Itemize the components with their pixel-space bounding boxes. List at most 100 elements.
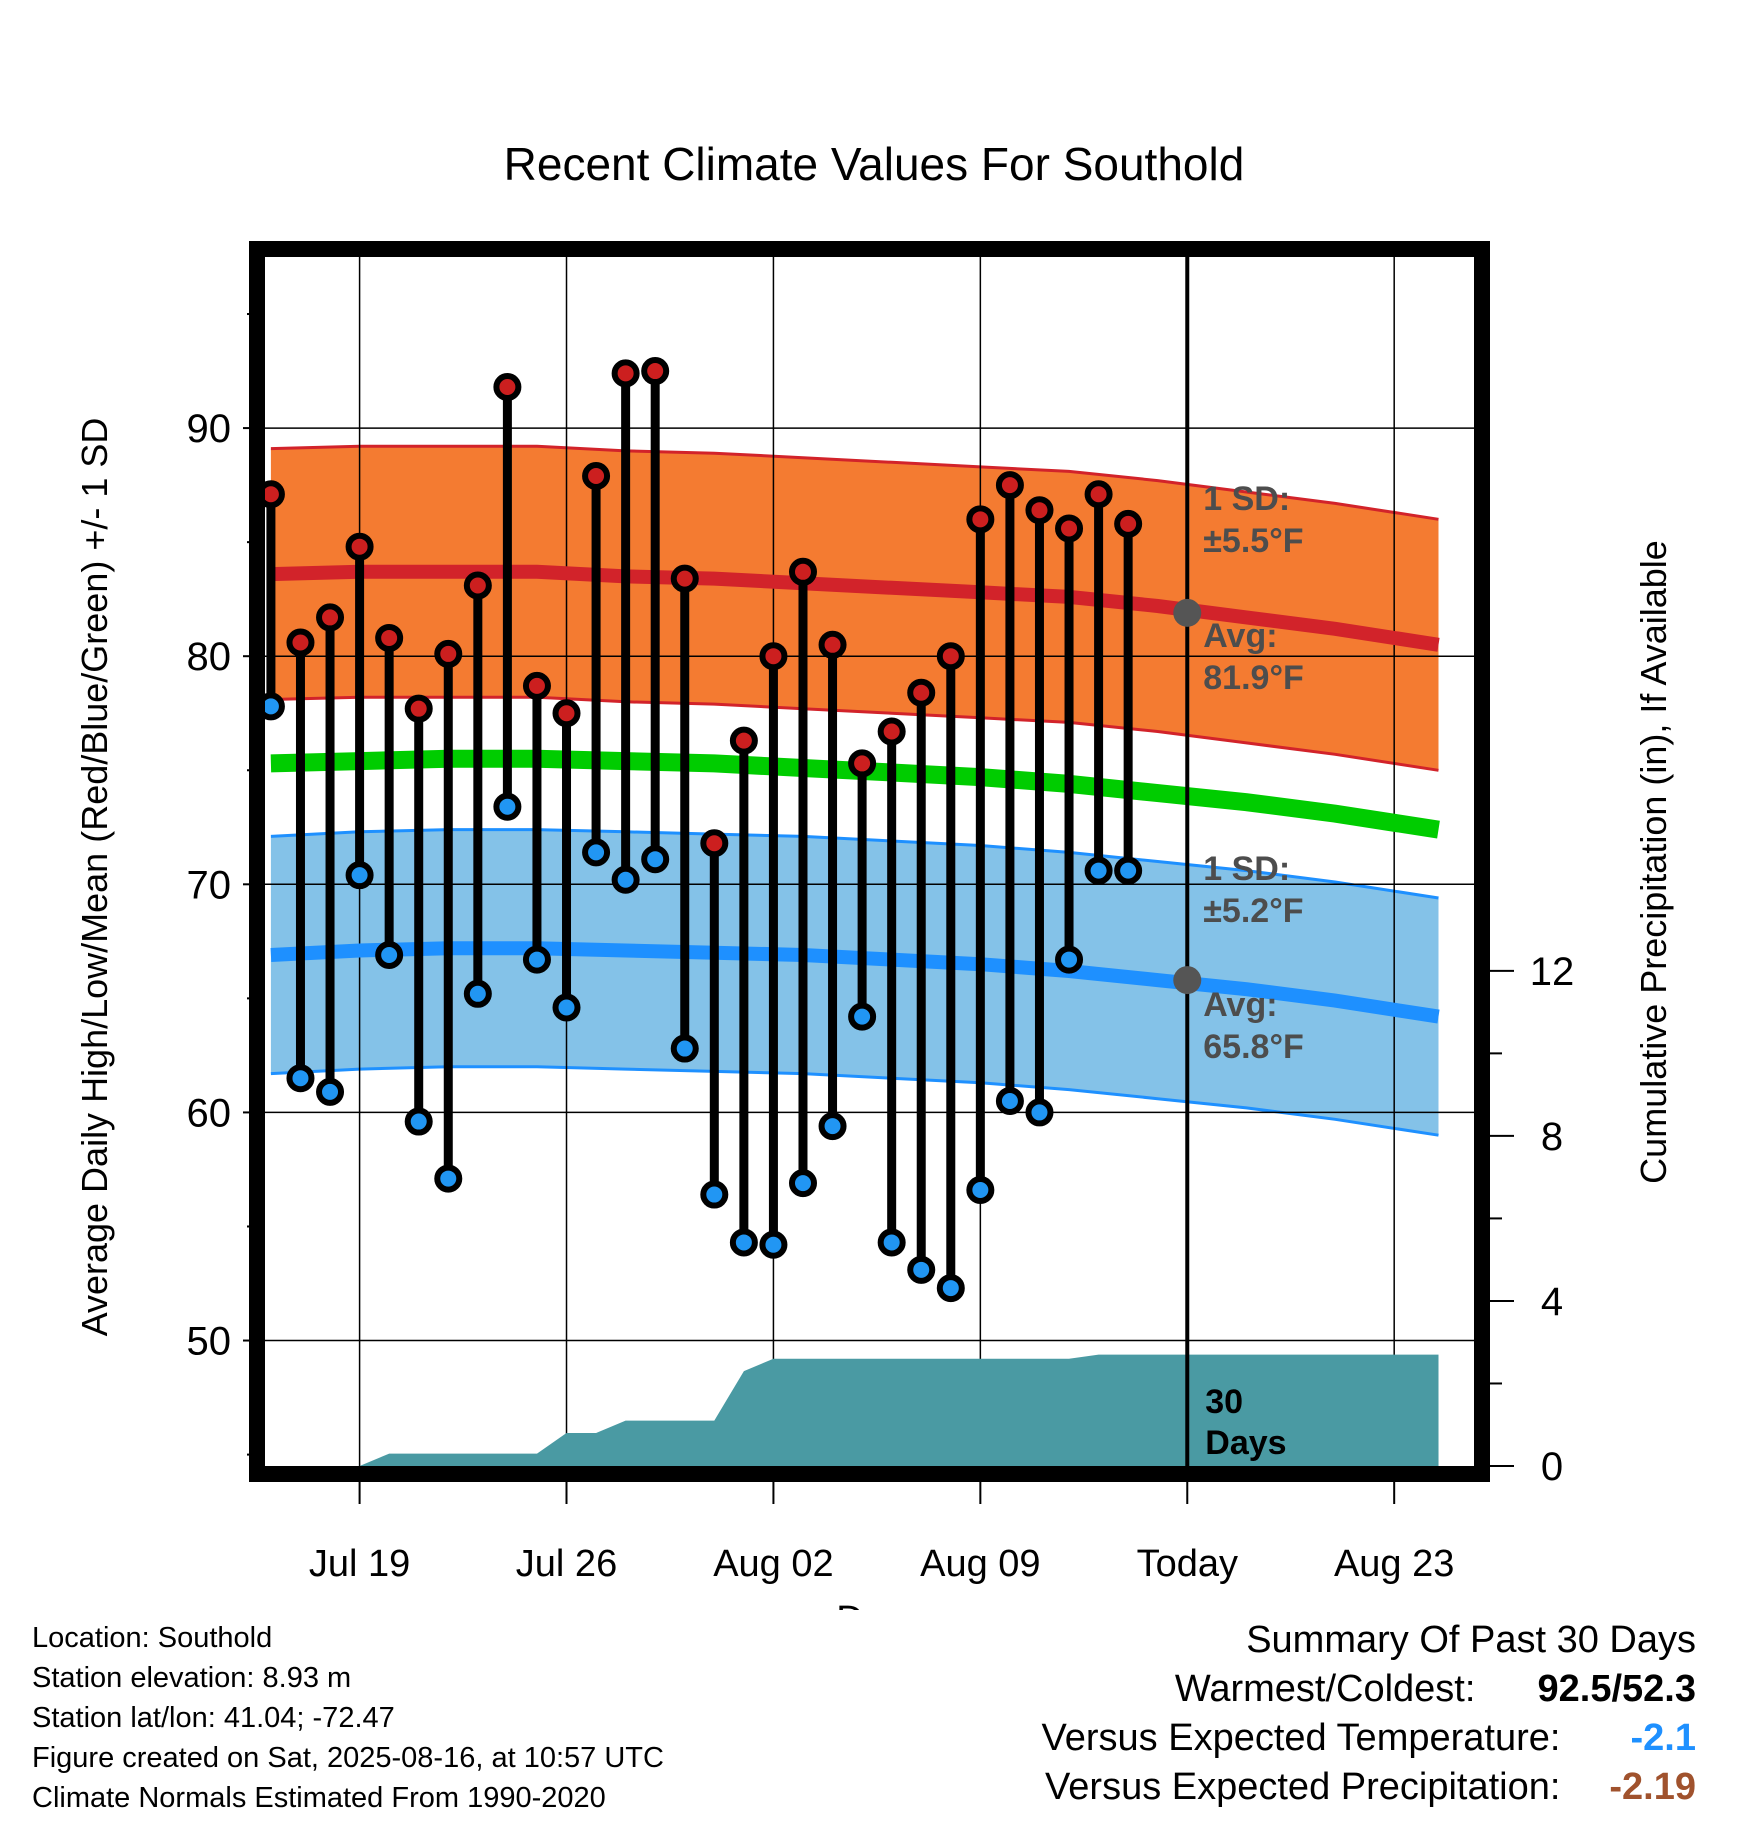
obs-high-point-12: [611, 359, 640, 388]
obs-low-point-23: [936, 1274, 965, 1303]
obs-low-point-2: [316, 1077, 345, 1106]
normal-mean-line: [270, 749, 1440, 839]
obs-high-point-30: [1147, 0, 1169, 11]
obs-high-point-29: [1114, 509, 1143, 538]
precip-label-line1: 30: [1205, 1383, 1243, 1421]
y-tick-label-2: 70: [187, 863, 232, 907]
high-avg-label-line1: Avg:: [1203, 617, 1277, 655]
x-tick-label-0: Jul 19: [309, 1543, 410, 1585]
obs-low-point-18: [788, 1169, 817, 1198]
x-tick-label-2: Aug 02: [713, 1543, 833, 1585]
obs-low-point-15: [700, 1180, 729, 1209]
obs-low-point-20: [848, 1002, 877, 1031]
obs-high-point-10: [552, 699, 581, 728]
obs-low-point-25: [995, 1087, 1024, 1116]
precip-value: -2.19: [1609, 1766, 1696, 1808]
obs-high-point-5: [404, 694, 433, 723]
x-axis-title: Day: [836, 1599, 904, 1610]
normals-text: Climate Normals Estimated From 1990-2020: [32, 1782, 606, 1814]
obs-high-point-11: [582, 461, 611, 490]
obs-low-point-8: [493, 792, 522, 821]
obs-high-point-3: [345, 532, 374, 561]
warmest-label: Warmest/Coldest:: [1174, 1668, 1476, 1710]
obs-high-point-28: [1084, 480, 1113, 509]
obs-high-point-24: [966, 505, 995, 534]
obs-low-point-27: [1055, 945, 1084, 974]
obs-low-point-10: [552, 993, 581, 1022]
obs-low-point-12: [611, 865, 640, 894]
x-tick-label-3: Aug 09: [920, 1543, 1040, 1585]
plot-frame: [249, 241, 1490, 1482]
obs-high-point-26: [1025, 496, 1054, 525]
low-sd-label-line2: ±5.2°F: [1203, 892, 1303, 930]
obs-low-point-28: [1084, 856, 1113, 885]
obs-low-point-4: [375, 941, 404, 970]
x-tick-label-1: Jul 26: [516, 1543, 617, 1585]
summary-precip-row: Versus Expected Precipitation: -2.19: [1042, 1763, 1696, 1812]
obs-low-point-3: [345, 861, 374, 890]
obs-high-point-15: [700, 829, 729, 858]
low-avg-label-line1: Avg:: [1203, 986, 1277, 1024]
y-tick-label-4: 90: [187, 407, 232, 451]
climate-chart: Recent Climate Values For Southold 1 SD:…: [74, 0, 1674, 1610]
high-sd-label-line2: ±5.5°F: [1203, 522, 1303, 560]
y2-tick-label-0: 0: [1541, 1445, 1563, 1489]
obs-high-point-8: [493, 373, 522, 402]
y2-tick-label-3: 12: [1530, 950, 1575, 994]
obs-low-point-14: [670, 1034, 699, 1063]
y-tick-label-1: 60: [187, 1091, 232, 1135]
low-band-lower-edge: [270, 1065, 1439, 1137]
elevation-text: Station elevation: 8.93 m: [32, 1662, 352, 1694]
normal-high-line: [270, 564, 1440, 652]
temp-value: -2.1: [1630, 1717, 1696, 1759]
obs-low-point-9: [522, 945, 551, 974]
obs-low-point-11: [582, 838, 611, 867]
obs-low-point-5: [404, 1107, 433, 1136]
obs-high-point-4: [375, 623, 404, 652]
obs-high-point-13: [641, 357, 670, 386]
obs-high-point-14: [670, 564, 699, 593]
obs-high-point-18: [788, 557, 817, 586]
obs-high-point-27: [1055, 514, 1084, 543]
low-avg-marker: [1173, 966, 1202, 995]
high-sd-band: [270, 446, 1439, 771]
high-avg-label-line2: 81.9°F: [1203, 659, 1304, 697]
obs-high-point-2: [316, 603, 345, 632]
obs-low-point-22: [907, 1255, 936, 1284]
obs-low-point-21: [877, 1228, 906, 1257]
obs-low-point-6: [434, 1164, 463, 1193]
precip-label-line2: Days: [1205, 1424, 1286, 1462]
obs-low-point-7: [463, 979, 492, 1008]
high-band-upper-edge: [270, 444, 1439, 521]
obs-low-point-17: [759, 1230, 788, 1259]
obs-low-point-16: [729, 1228, 758, 1257]
obs-low-point-24: [966, 1175, 995, 1204]
y2-axis-title: Cumulative Precipitation (in), If Availa…: [1633, 540, 1674, 1184]
x-tick-label-5: Aug 23: [1334, 1543, 1454, 1585]
plot-inner: [265, 0, 1474, 1466]
obs-low-point-1: [286, 1064, 315, 1093]
precip-label: Versus Expected Precipitation:: [1045, 1766, 1561, 1808]
obs-high-point-17: [759, 642, 788, 671]
high-avg-marker: [1173, 598, 1202, 627]
obs-high-point-6: [434, 639, 463, 668]
warmest-value: 92.5/52.3: [1537, 1668, 1696, 1710]
obs-high-point-1: [286, 628, 315, 657]
temp-label: Versus Expected Temperature:: [1041, 1717, 1561, 1759]
y2-tick-label-1: 4: [1541, 1280, 1563, 1324]
station-info: Location: Southold Station elevation: 8.…: [32, 1618, 664, 1818]
summary-temp-row: Versus Expected Temperature: -2.1: [1042, 1714, 1696, 1763]
obs-high-point-19: [818, 630, 847, 659]
plot-area: 1 SD: ±5.5°F Avg: 81.9°F 1 SD: ±5.2°F Avg: 65.8…: [187, 0, 1575, 1585]
location-text: Location: Southold: [32, 1622, 273, 1654]
high-sd-label-line1: 1 SD:: [1203, 480, 1290, 518]
x-tick-label-4: Today: [1137, 1543, 1238, 1585]
obs-low-point-0: [265, 692, 285, 721]
created-text: Figure created on Sat, 2025-08-16, at 10…: [32, 1742, 664, 1774]
low-sd-label-line1: 1 SD:: [1203, 850, 1290, 888]
y2-tick-label-2: 8: [1541, 1115, 1563, 1159]
obs-high-point-9: [522, 671, 551, 700]
obs-low-point-13: [641, 845, 670, 874]
y-tick-label-0: 50: [187, 1320, 232, 1364]
obs-high-point-23: [936, 642, 965, 671]
